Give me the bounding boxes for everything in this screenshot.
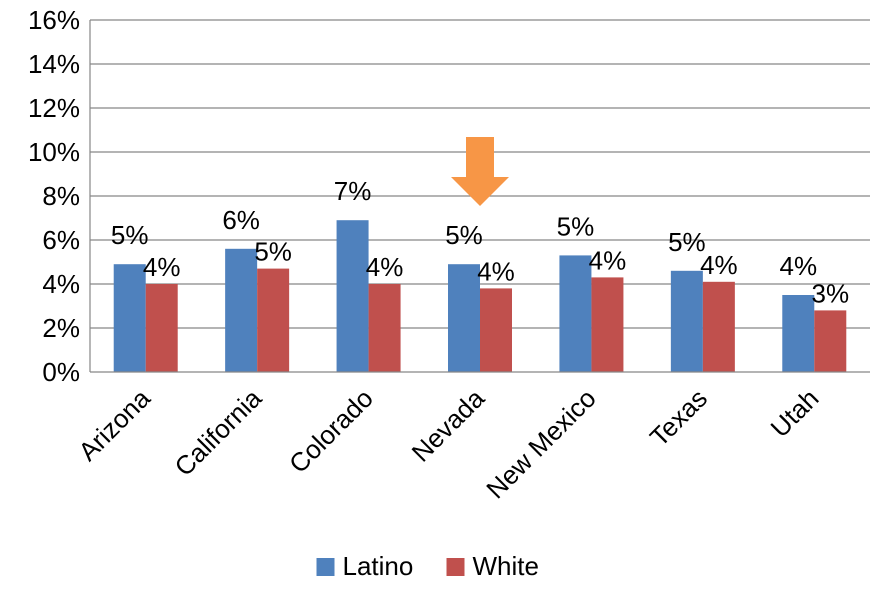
bar-white-california — [257, 268, 290, 372]
legend-label-latino: Latino — [343, 551, 414, 581]
legend-swatch-latino — [316, 558, 335, 576]
arrow-down-icon — [451, 137, 509, 206]
data-label: 5% — [254, 237, 292, 267]
category-label: New Mexico — [480, 383, 601, 504]
data-label: 4% — [143, 252, 181, 282]
data-label: 5% — [445, 220, 483, 250]
bar-latino-california — [225, 248, 258, 372]
data-label: 3% — [811, 278, 849, 308]
x-axis — [89, 20, 870, 373]
y-tick-label: 10% — [28, 137, 80, 167]
y-tick-label: 4% — [42, 269, 80, 299]
bar-latino-new-mexico — [559, 255, 592, 372]
bar-white-nevada — [480, 288, 512, 372]
legend-swatch-white — [446, 558, 465, 576]
legend-label-white: White — [473, 551, 539, 581]
y-tick-label: 16% — [28, 5, 80, 35]
data-label: 4% — [779, 251, 817, 281]
data-label: 7% — [334, 176, 372, 206]
y-tick-label: 14% — [28, 49, 80, 79]
bar-latino-texas — [670, 270, 703, 372]
bar-white-texas — [702, 281, 735, 372]
data-labels: 5%4%6%5%7%4%5%4%5%4%5%4% 4%3% — [111, 176, 849, 308]
y-tick-label: 0% — [42, 357, 80, 387]
data-label: 4% — [366, 252, 404, 282]
y-tick-label: 8% — [42, 181, 80, 211]
bar-white-arizona — [145, 284, 178, 372]
data-label: 4% — [477, 256, 515, 286]
data-label: 5% — [111, 220, 149, 250]
bar-white-new-mexico — [591, 277, 624, 372]
category-label: Nevada — [406, 383, 491, 468]
data-label: 6% — [222, 205, 260, 235]
y-axis-tick-labels: 0% 2% 4% 6% 8% 10% 12% 14% 16% — [28, 5, 80, 387]
category-label: Texas — [644, 383, 713, 452]
category-label: Utah — [764, 383, 824, 443]
bar-white-colorado — [368, 284, 401, 372]
data-label: 4% — [700, 250, 738, 280]
data-label: 5% — [668, 227, 706, 257]
bar-latino-nevada — [448, 264, 480, 372]
bars — [113, 220, 847, 372]
y-tick-label: 12% — [28, 93, 80, 123]
bar-latino-colorado — [336, 220, 369, 372]
annotation — [451, 137, 509, 206]
data-label: 4% — [589, 245, 627, 275]
bar-white-utah — [814, 310, 847, 372]
data-label: 5% — [557, 211, 595, 241]
category-label: Arizona — [72, 383, 156, 467]
legend: Latino White — [316, 551, 539, 581]
y-tick-label: 6% — [42, 225, 80, 255]
category-label: California — [169, 383, 268, 482]
y-tick-label: 2% — [42, 313, 80, 343]
category-label: Colorado — [283, 383, 379, 479]
bar-latino-utah — [782, 295, 815, 372]
bar-latino-arizona — [113, 264, 146, 372]
